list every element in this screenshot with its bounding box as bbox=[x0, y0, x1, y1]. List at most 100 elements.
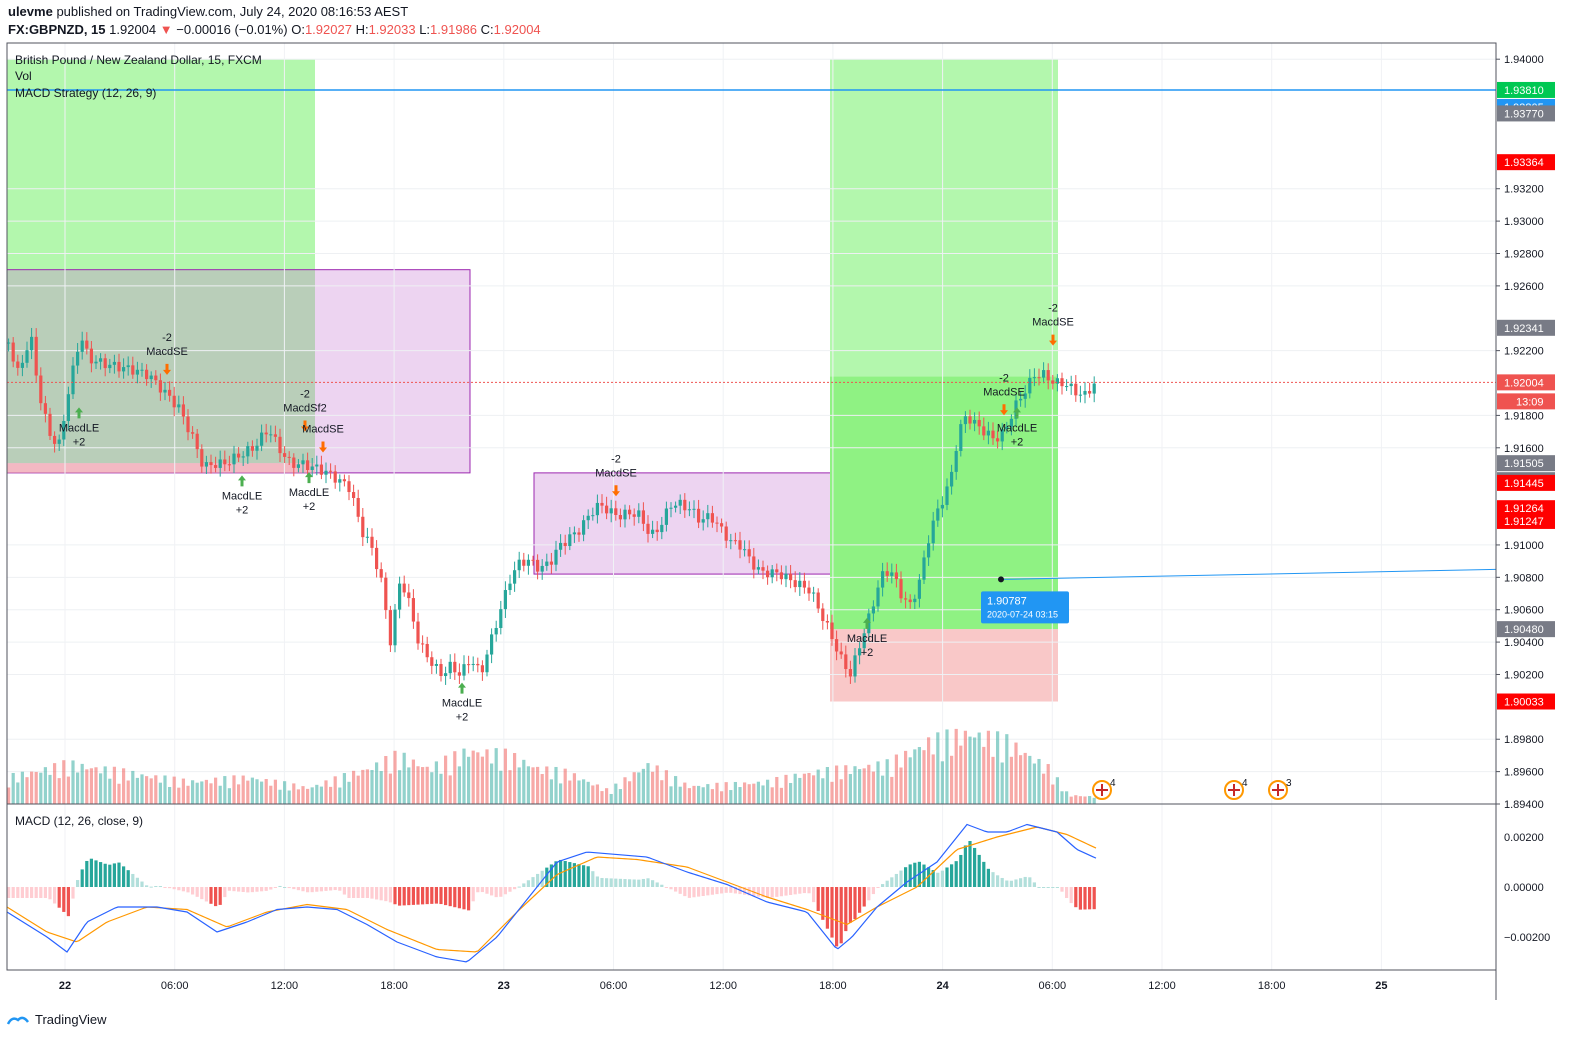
macd-histogram-bar bbox=[1065, 887, 1069, 898]
macd-histogram-bar bbox=[968, 840, 972, 887]
volume-bar bbox=[572, 773, 576, 804]
volume-bar bbox=[301, 786, 305, 804]
candle-body bbox=[411, 598, 415, 622]
open-value: 1.92027 bbox=[304, 22, 352, 37]
volume-bar bbox=[954, 728, 958, 804]
signal-label: +2 bbox=[456, 712, 469, 724]
candle-body bbox=[798, 580, 802, 588]
candle-body bbox=[269, 434, 273, 436]
y-tick-label: 1.89600 bbox=[1504, 767, 1544, 779]
macd-histogram-bar bbox=[352, 887, 356, 898]
macd-histogram-bar bbox=[329, 887, 333, 891]
candle-body bbox=[940, 504, 944, 509]
macd-histogram-bar bbox=[1000, 877, 1004, 887]
volume-bar bbox=[122, 768, 126, 804]
volume-bar bbox=[752, 783, 756, 804]
macd-histogram-bar bbox=[48, 887, 52, 900]
volume-bar bbox=[563, 768, 567, 804]
candle-body bbox=[628, 509, 632, 515]
candle-body bbox=[172, 395, 176, 408]
candle-body bbox=[425, 643, 429, 658]
author[interactable]: ulevme bbox=[8, 4, 53, 19]
macd-histogram-bar bbox=[853, 887, 857, 920]
brand-name: TradingView bbox=[35, 1012, 107, 1027]
volume-bar bbox=[379, 771, 383, 804]
macd-histogram-bar bbox=[158, 886, 162, 888]
volume-bar bbox=[34, 771, 38, 804]
macd-histogram-bar bbox=[945, 867, 949, 887]
volume-bar bbox=[108, 778, 112, 804]
candle-body bbox=[255, 445, 259, 451]
macd-histogram-bar bbox=[315, 887, 319, 892]
candle-body bbox=[296, 464, 300, 468]
candle-body bbox=[25, 350, 29, 363]
candle-body bbox=[692, 508, 696, 510]
macd-histogram-bar bbox=[540, 870, 544, 887]
volume-bar bbox=[586, 781, 590, 804]
candle-body bbox=[568, 534, 572, 547]
y-tick-label: 1.92200 bbox=[1504, 346, 1544, 358]
volume-bar bbox=[402, 752, 406, 804]
candle-body bbox=[227, 464, 231, 466]
macd-histogram-bar bbox=[154, 886, 158, 888]
volume-bar bbox=[85, 769, 89, 804]
macd-histogram-bar bbox=[250, 887, 254, 893]
candle-body bbox=[572, 532, 576, 535]
macd-histogram-bar bbox=[513, 887, 517, 890]
macd-histogram-bar bbox=[743, 887, 747, 895]
volume-bar bbox=[853, 766, 857, 804]
candle-body bbox=[209, 462, 213, 466]
short-entry-arrow-icon bbox=[1000, 404, 1008, 416]
macd-histogram-bar bbox=[471, 887, 475, 902]
candle-body bbox=[540, 565, 544, 572]
x-tick-label: 23 bbox=[498, 980, 510, 992]
macd-histogram-bar bbox=[1042, 887, 1046, 888]
macd-histogram-bar bbox=[1014, 879, 1018, 887]
signal-label: +2 bbox=[1011, 436, 1024, 448]
candle-body bbox=[319, 464, 323, 475]
volume-bar bbox=[513, 753, 517, 804]
macd-histogram-bar bbox=[1051, 887, 1055, 888]
candle-body bbox=[467, 664, 471, 666]
y-tick-label: 1.93000 bbox=[1504, 216, 1544, 228]
macd-histogram-bar bbox=[770, 887, 774, 898]
volume-bar bbox=[517, 767, 521, 804]
candle-body bbox=[30, 336, 34, 351]
macd-histogram-bar bbox=[600, 877, 604, 887]
time-axis[interactable]: 22 06:00 12:00 18:00 23 06:00 12:00 18:00 24 06:0… bbox=[59, 980, 1388, 992]
trend-point bbox=[998, 576, 1004, 583]
macd-histogram-bar bbox=[1037, 887, 1041, 888]
volume-bar bbox=[467, 756, 471, 804]
volume-bar bbox=[278, 789, 282, 804]
candle-body bbox=[7, 342, 11, 344]
macd-histogram-bar bbox=[641, 878, 645, 887]
candle-body bbox=[283, 453, 287, 457]
candle-body bbox=[526, 559, 530, 566]
price-axis[interactable]: 1.94000 1.93200 1.93000 1.92800 1.92600 1.922… bbox=[1496, 54, 1555, 944]
volume-bar bbox=[503, 748, 507, 804]
candle-body bbox=[103, 358, 107, 369]
volume-bar bbox=[784, 774, 788, 804]
macd-histogram-bar bbox=[301, 887, 305, 892]
macd-histogram-bar bbox=[1019, 878, 1023, 887]
volume-bar bbox=[204, 779, 208, 804]
volume-bar bbox=[1083, 796, 1087, 804]
candle-body bbox=[1032, 377, 1036, 379]
volume-bar bbox=[549, 779, 553, 804]
volume-bar bbox=[940, 761, 944, 804]
candle-body bbox=[724, 526, 728, 541]
signal-label: -2 bbox=[162, 332, 172, 344]
candle-body bbox=[149, 375, 153, 380]
high-value: 1.92033 bbox=[368, 22, 416, 37]
price-badge-label: 13:09 bbox=[1516, 396, 1544, 408]
volume-bar bbox=[1028, 755, 1032, 804]
candle-body bbox=[388, 610, 392, 646]
macd-histogram-bar bbox=[618, 878, 622, 887]
candle-body bbox=[384, 577, 388, 611]
candle-body bbox=[894, 572, 898, 580]
macd-histogram-bar bbox=[637, 879, 641, 887]
candle-body bbox=[122, 367, 126, 372]
macd-histogram-bar bbox=[241, 887, 245, 893]
long-entry-arrow-icon bbox=[863, 617, 871, 629]
